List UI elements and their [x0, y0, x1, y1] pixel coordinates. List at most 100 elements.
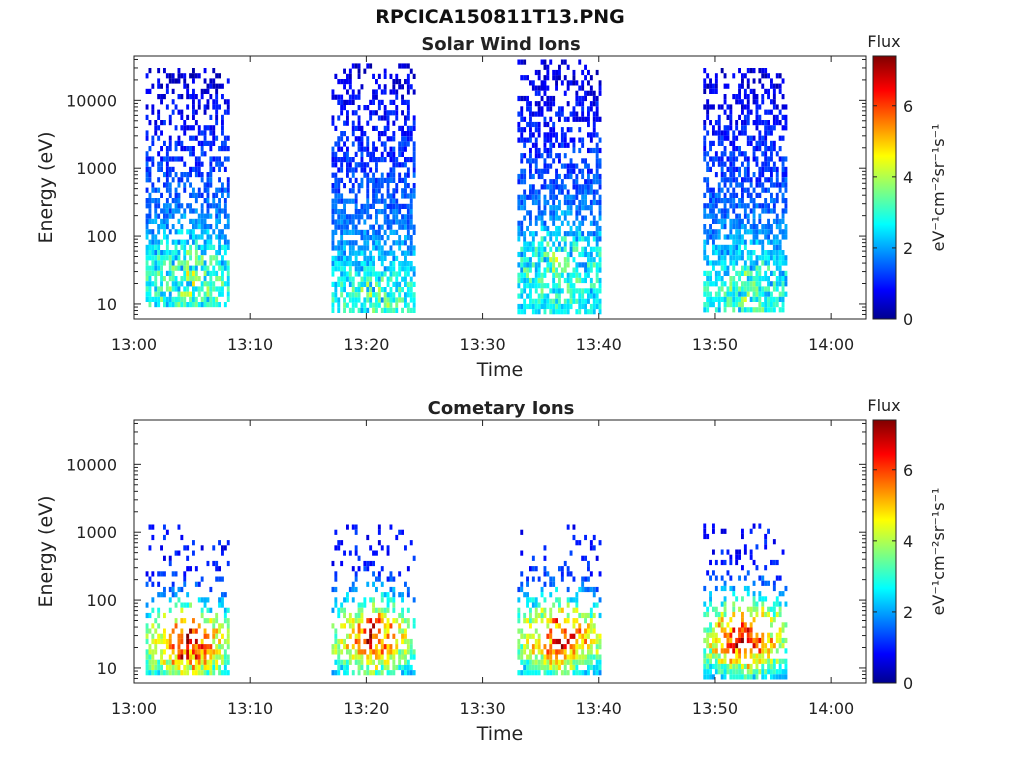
heatmap-cell	[767, 125, 770, 131]
heatmap-cell	[572, 137, 576, 143]
heatmap-cell	[732, 192, 736, 198]
heatmap-cell	[589, 309, 593, 315]
heatmap-cell	[581, 576, 585, 582]
heatmap-cell	[215, 664, 219, 671]
heatmap-cell	[366, 229, 370, 235]
heatmap-cell	[738, 549, 741, 555]
heatmap-cell	[595, 69, 599, 76]
heatmap-cell	[189, 638, 192, 645]
heatmap-cell	[592, 147, 596, 154]
heatmap-cell	[575, 205, 579, 211]
heatmap-cell	[712, 570, 715, 576]
heatmap-cell	[343, 638, 346, 645]
heatmap-cell	[741, 622, 744, 628]
heatmap-cell	[555, 272, 558, 278]
heatmap-cell	[563, 303, 567, 310]
y-tick-label: 1000	[76, 523, 117, 542]
heatmap-cell	[357, 261, 361, 267]
heatmap-cell	[357, 125, 361, 131]
heatmap-cell	[781, 276, 785, 282]
heatmap-cell	[186, 644, 190, 650]
heatmap-cell	[529, 257, 532, 263]
heatmap-cell	[343, 664, 346, 671]
heatmap-cell	[348, 79, 352, 85]
heatmap-cell	[531, 173, 535, 180]
heatmap-cell	[732, 260, 736, 266]
heatmap-cell	[337, 99, 341, 105]
heatmap-cell	[781, 296, 785, 302]
heatmap-cell	[383, 214, 387, 220]
heatmap-cell	[531, 644, 535, 650]
heatmap-cell	[709, 104, 712, 110]
heatmap-cell	[145, 638, 149, 645]
heatmap-cell	[357, 250, 361, 256]
heatmap-cell	[523, 664, 527, 671]
heatmap-cell	[531, 246, 535, 252]
heatmap-cell	[560, 106, 564, 112]
heatmap-cell	[194, 250, 198, 256]
heatmap-cell	[389, 157, 393, 163]
heatmap-cell	[732, 146, 736, 152]
heatmap-cell	[598, 571, 602, 577]
heatmap-cell	[549, 638, 553, 645]
heatmap-cell	[703, 286, 707, 292]
heatmap-cell	[369, 597, 373, 603]
heatmap-cell	[537, 612, 541, 619]
heatmap-cell	[717, 622, 721, 628]
heatmap-cell	[781, 307, 785, 313]
heatmap-cell	[589, 205, 593, 211]
heatmap-cell	[194, 198, 198, 204]
heatmap-cell	[200, 208, 204, 214]
heatmap-cell	[732, 73, 736, 79]
heatmap-cell	[194, 234, 198, 240]
heatmap-cell	[412, 73, 416, 79]
heatmap-cell	[517, 644, 521, 650]
heatmap-cell	[517, 225, 521, 232]
heatmap-cell	[404, 183, 407, 189]
heatmap-cell	[340, 162, 344, 168]
heatmap-cell	[392, 649, 396, 655]
heatmap-cell	[720, 585, 724, 592]
heatmap-cell	[386, 193, 390, 199]
heatmap-cell	[746, 674, 750, 680]
heatmap-cell	[581, 612, 585, 619]
heatmap-cell	[186, 670, 190, 676]
heatmap-cell	[160, 270, 163, 276]
heatmap-cell	[215, 618, 219, 624]
heatmap-cell	[584, 215, 587, 221]
heatmap-cell	[351, 297, 355, 303]
heatmap-cell	[549, 298, 553, 304]
heatmap-cell	[592, 132, 596, 138]
heatmap-cell	[595, 659, 599, 665]
heatmap-cell	[781, 281, 785, 287]
heatmap-cell	[534, 659, 538, 665]
heatmap-cell	[563, 628, 567, 634]
heatmap-cell	[337, 654, 341, 660]
heatmap-cell	[386, 151, 390, 157]
heatmap-cell	[154, 664, 158, 671]
heatmap-cell	[717, 270, 721, 276]
heatmap-cell	[534, 189, 538, 195]
heatmap-cell	[377, 84, 381, 90]
heatmap-cell	[552, 283, 556, 289]
heatmap-cell	[165, 296, 169, 302]
heatmap-cell	[409, 224, 413, 230]
heatmap-cell	[581, 262, 585, 268]
heatmap-cell	[354, 162, 358, 168]
heatmap-cell	[171, 78, 175, 84]
heatmap-cell	[337, 607, 341, 613]
heatmap-cell	[363, 245, 367, 251]
heatmap-cell	[598, 597, 602, 603]
heatmap-cell	[589, 288, 593, 294]
heatmap-cell	[157, 135, 161, 141]
heatmap-cell	[406, 261, 410, 267]
heatmap-cell	[552, 215, 556, 221]
heatmap-cell	[592, 199, 596, 206]
heatmap-cell	[206, 670, 210, 676]
heatmap-cell	[537, 303, 541, 310]
heatmap-cell	[761, 307, 765, 313]
heatmap-cell	[520, 246, 524, 252]
heatmap-cell	[404, 172, 407, 178]
heatmap-cell	[197, 670, 201, 676]
heatmap-cell	[520, 633, 524, 639]
